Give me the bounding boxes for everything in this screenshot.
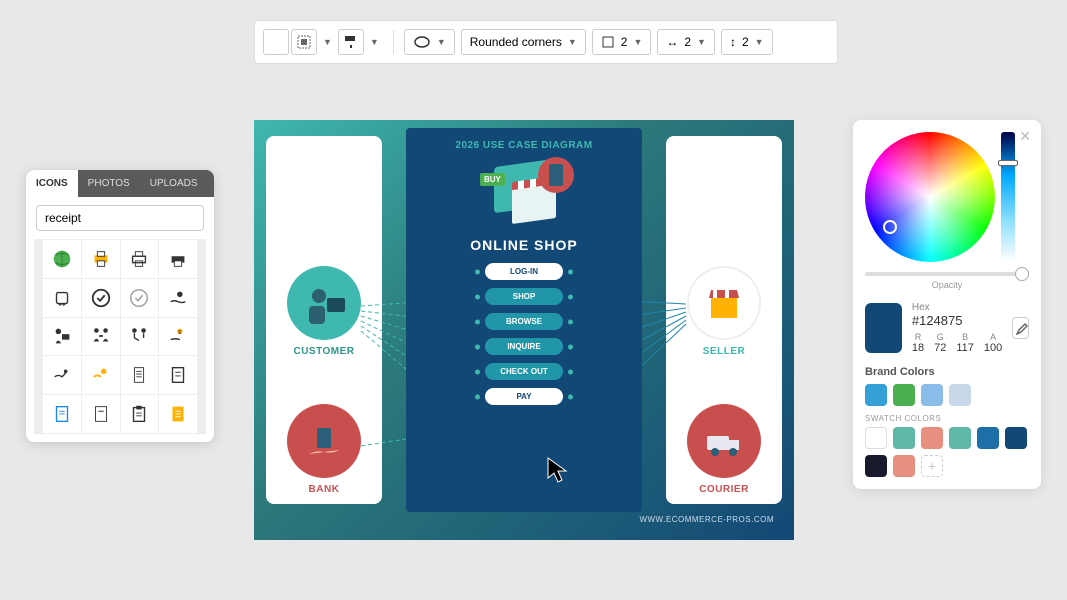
icon-receipt-roll[interactable] [43, 279, 81, 317]
color-swatch[interactable] [977, 427, 999, 449]
icon-globe[interactable] [43, 240, 81, 278]
icon-check-circle[interactable] [121, 279, 159, 317]
actor-courier[interactable]: COURIER [666, 404, 782, 495]
color-wheel[interactable] [865, 132, 995, 262]
action-inquire[interactable]: INQUIRE [485, 338, 563, 355]
color-swatch[interactable] [921, 427, 943, 449]
shape-ellipse-button[interactable]: ▼ [404, 29, 455, 55]
brand-colors-row [865, 384, 1029, 406]
close-icon[interactable]: ✕ [1019, 128, 1031, 145]
opacity-slider[interactable] [865, 272, 1029, 276]
swatch-colors-label: SWATCH COLORS [865, 414, 1029, 423]
icon-printer-3[interactable] [159, 240, 197, 278]
icon-grid: $ [34, 239, 206, 434]
search-input-wrap [36, 205, 204, 231]
actor-bank[interactable]: BANK [266, 404, 382, 495]
diagram-heading: ONLINE SHOP [406, 237, 642, 253]
assets-tabs: ICONS PHOTOS UPLOADS [26, 170, 214, 197]
color-swatch[interactable] [865, 384, 887, 406]
color-swatch[interactable] [865, 427, 887, 449]
icon-transfer[interactable] [121, 318, 159, 356]
color-swatch[interactable] [893, 427, 915, 449]
tab-photos[interactable]: PHOTOS [78, 170, 140, 197]
color-swatch[interactable] [893, 455, 915, 477]
icon-printer-2[interactable] [121, 240, 159, 278]
hero-illustration: BUY [474, 157, 574, 231]
actor-customer[interactable]: CUSTOMER [266, 266, 382, 357]
actor-seller[interactable]: SELLER [666, 266, 782, 357]
icon-handoff[interactable] [82, 318, 120, 356]
icon-give-1[interactable] [43, 356, 81, 394]
color-swatch[interactable] [949, 427, 971, 449]
icon-doc-1[interactable] [43, 395, 81, 433]
diagram-title: 2026 USE CASE DIAGRAM [406, 140, 642, 151]
color-swatch[interactable] [865, 455, 887, 477]
color-swatch[interactable] [921, 384, 943, 406]
action-browse[interactable]: BROWSE [485, 313, 563, 330]
icon-receipt-lines[interactable] [121, 356, 159, 394]
center-panel: 2026 USE CASE DIAGRAM BUY ONLINE SHOP LO… [406, 128, 642, 512]
svg-text:$: $ [178, 331, 181, 337]
current-color-swatch [865, 303, 902, 353]
fill-dropdown[interactable]: ▼ [319, 37, 336, 47]
search-input[interactable] [45, 211, 200, 225]
action-shop[interactable]: SHOP [485, 288, 563, 305]
swatch-colors-row-2: + [865, 455, 1029, 477]
icon-person-desk[interactable] [43, 318, 81, 356]
color-swatch[interactable] [949, 384, 971, 406]
fill-none-button[interactable] [263, 29, 289, 55]
icon-money-hand[interactable]: $ [159, 318, 197, 356]
icon-give-2[interactable] [82, 356, 120, 394]
add-swatch-button[interactable]: + [921, 455, 943, 477]
icon-doc-2[interactable] [82, 395, 120, 433]
icon-receipt-alt[interactable] [159, 356, 197, 394]
corners-dropdown[interactable]: Rounded corners ▼ [461, 29, 586, 55]
eyedropper-button[interactable] [1012, 317, 1029, 339]
canvas[interactable]: 2026 USE CASE DIAGRAM BUY ONLINE SHOP LO… [254, 120, 794, 540]
tab-icons[interactable]: ICONS [26, 170, 78, 197]
paint-roller-button[interactable] [338, 29, 364, 55]
color-swatch[interactable] [1005, 427, 1027, 449]
brand-colors-label: Brand Colors [865, 366, 1029, 378]
hue-slider[interactable] [1001, 132, 1015, 262]
height-control[interactable]: ↕ 2 ▼ [721, 29, 773, 55]
hex-value[interactable]: #124875 [912, 313, 1002, 328]
action-check-out[interactable]: CHECK OUT [485, 363, 563, 380]
color-swatch[interactable] [893, 384, 915, 406]
swatch-colors-row-1 [865, 427, 1029, 449]
fill-pattern-button[interactable] [291, 29, 317, 55]
roller-dropdown[interactable]: ▼ [366, 37, 383, 47]
action-log-in[interactable]: LOG-IN [485, 263, 563, 280]
icon-clipboard[interactable] [121, 395, 159, 433]
footer-url: WWW.ECOMMERCE-PROS.COM [639, 515, 774, 524]
tab-uploads[interactable]: UPLOADS [140, 170, 208, 197]
border-width-control[interactable]: 2 ▼ [592, 29, 652, 55]
format-toolbar: ▼ ▼ ▼ Rounded corners ▼ 2 ▼ ↔ 2 ▼ ↕ 2 ▼ [254, 20, 838, 64]
icon-doc-gold[interactable] [159, 395, 197, 433]
icon-check-circle-fill[interactable] [82, 279, 120, 317]
icon-hand-coin[interactable] [159, 279, 197, 317]
action-pay[interactable]: PAY [485, 388, 563, 405]
icon-printer-1[interactable] [82, 240, 120, 278]
color-panel: ✕ Opacity Hex #124875 R18 G72 B117 A100 … [853, 120, 1041, 489]
assets-panel: ICONS PHOTOS UPLOADS $ [26, 170, 214, 442]
width-control[interactable]: ↔ 2 ▼ [657, 29, 715, 55]
